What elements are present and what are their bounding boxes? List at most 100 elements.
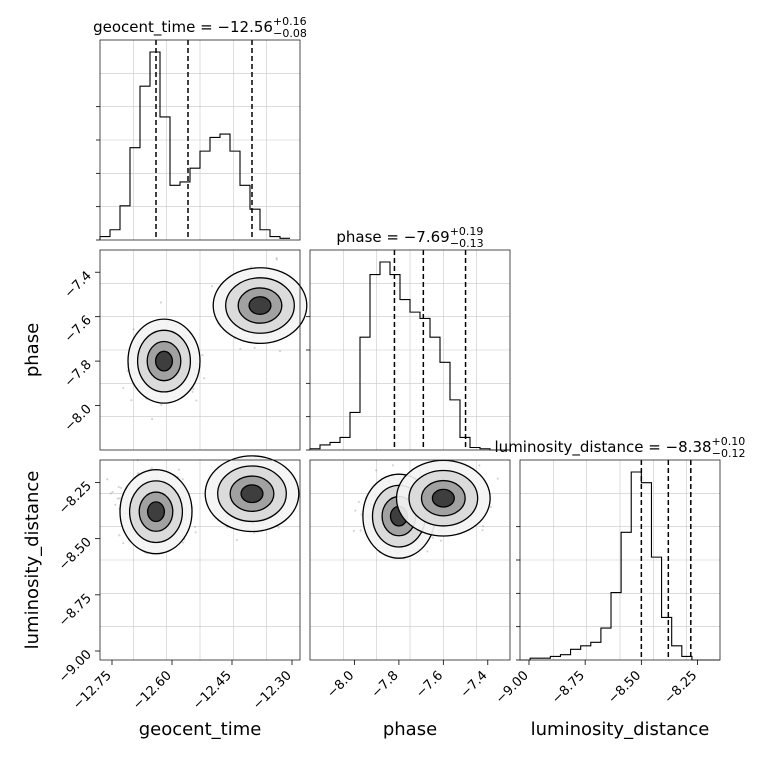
hist-bin xyxy=(120,206,130,240)
hist-bin xyxy=(591,642,601,660)
scatter-point xyxy=(478,464,481,467)
panel-title-geocent_time: geocent_time = −12.56+0.16 −0.08 xyxy=(93,15,307,40)
hist-bin xyxy=(330,442,340,450)
title-minus-error: −0.08 xyxy=(273,27,307,40)
density-contour-3 xyxy=(146,501,166,523)
hist-bin xyxy=(621,532,631,660)
hist-bin xyxy=(672,646,682,660)
hist-bin xyxy=(220,134,230,240)
scatter-point xyxy=(122,541,125,545)
scatter-point xyxy=(194,531,197,534)
scatter-point xyxy=(150,467,153,470)
scatter-point xyxy=(192,387,195,391)
hist-bin xyxy=(430,337,440,450)
scatter-point xyxy=(193,525,197,529)
hist-bin xyxy=(210,137,220,240)
scatter-point xyxy=(357,500,360,504)
scatter-point xyxy=(481,525,485,528)
hist-bin xyxy=(340,437,350,450)
x-tick-label-phase: −7.8 xyxy=(369,668,402,701)
x-tick-label-phase: −7.4 xyxy=(458,668,491,701)
hist-grid-1 xyxy=(310,250,510,450)
x-axis-label-phase: phase xyxy=(383,719,437,740)
hist-grid-2 xyxy=(520,460,720,660)
x-axis-label-luminosity_distance: luminosity_distance xyxy=(531,719,710,740)
hist-bin xyxy=(140,86,150,240)
hist-bin xyxy=(420,318,430,450)
hist-bin xyxy=(320,445,330,450)
hist-bin xyxy=(240,185,250,240)
hist-bin xyxy=(350,412,360,450)
histogram-phase xyxy=(309,261,510,451)
scatter-point xyxy=(160,403,163,407)
scatter-point xyxy=(359,529,362,532)
scatter-point xyxy=(278,349,282,353)
y-tick-label-luminosity_distance: −9.00 xyxy=(56,647,95,686)
scatter-point xyxy=(177,468,180,471)
hist-bin xyxy=(631,472,641,660)
x-tick-label-luminosity_distance: −9.00 xyxy=(493,668,532,707)
y-tick-label-phase: −7.4 xyxy=(62,268,95,301)
scatter-point xyxy=(277,526,280,529)
hist-bin xyxy=(601,628,611,660)
title-minus-error: −0.12 xyxy=(712,447,746,460)
scatter-point xyxy=(181,541,185,544)
scatter-point xyxy=(481,529,484,532)
title-plus-error: +0.10 xyxy=(712,435,746,448)
hist-bin xyxy=(110,230,120,240)
density-contour-3 xyxy=(154,350,174,372)
hist-bin xyxy=(611,593,621,660)
scatter-point xyxy=(275,258,278,261)
hist-bin xyxy=(160,117,170,240)
title-value: luminosity_distance = −8.38 xyxy=(495,438,712,457)
hist-bin xyxy=(230,151,240,240)
y-tick-label-luminosity_distance: −8.25 xyxy=(56,479,95,518)
x-axis-label-geocent_time: geocent_time xyxy=(139,719,262,740)
hist-bin xyxy=(130,148,140,240)
scatter-point xyxy=(496,477,499,480)
x-tick-label-phase: −8.0 xyxy=(324,668,357,701)
scatter-point xyxy=(426,550,429,553)
scatter-point xyxy=(159,301,163,304)
hist-bin xyxy=(651,557,661,660)
scatter-frame xyxy=(99,459,301,661)
y-tick-label-phase: −7.8 xyxy=(62,357,95,390)
hist-bin xyxy=(150,52,160,240)
y-tick-label-phase: −7.6 xyxy=(62,313,95,346)
hist-bin xyxy=(662,617,672,660)
scatter-point xyxy=(111,490,114,494)
scatter-point xyxy=(203,377,206,380)
hist-bin xyxy=(571,649,581,660)
scatter-point xyxy=(235,538,238,542)
scatter-point xyxy=(201,354,204,357)
x-tick-label-geocent_time: −12.30 xyxy=(250,668,295,713)
hist-bin xyxy=(260,230,270,240)
scatter-point xyxy=(239,347,242,351)
scatter-point xyxy=(249,266,253,269)
x-tick-label-luminosity_distance: −8.50 xyxy=(605,668,644,707)
density-contour-3 xyxy=(248,296,272,316)
scatter-frame xyxy=(99,249,301,451)
hist-grid-0 xyxy=(100,40,300,240)
panel-title-luminosity_distance: luminosity_distance = −8.38+0.10 −0.12 xyxy=(495,435,746,460)
scatter-point xyxy=(132,328,135,331)
scatter-point xyxy=(253,346,256,349)
hist-bin xyxy=(190,168,200,240)
hist-bin xyxy=(581,646,591,660)
scatter-point xyxy=(210,285,214,288)
title-plus-error: +0.16 xyxy=(273,15,307,28)
hist-bin xyxy=(641,483,651,660)
scatter-point xyxy=(116,497,119,500)
scatter-point xyxy=(275,257,278,260)
hist-bin xyxy=(400,300,410,450)
hist-bin xyxy=(200,151,210,240)
histogram-geocent_time xyxy=(99,51,290,240)
y-axis-label-luminosity_distance: luminosity_distance xyxy=(22,471,43,650)
x-tick-label-luminosity_distance: −8.75 xyxy=(549,668,588,707)
scatter-point xyxy=(489,505,493,509)
hist-bin xyxy=(380,262,390,450)
x-tick-label-geocent_time: −12.45 xyxy=(190,668,235,713)
title-value: geocent_time = −12.56 xyxy=(93,18,273,37)
scatter-point xyxy=(118,497,121,500)
